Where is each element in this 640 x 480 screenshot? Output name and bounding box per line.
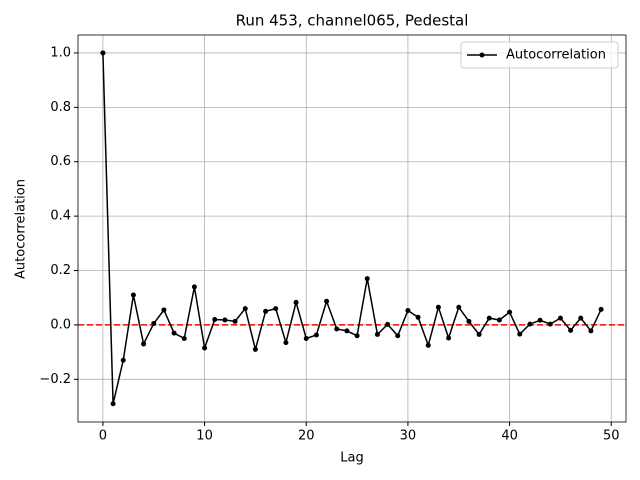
data-point [517, 331, 523, 337]
legend-label: Autocorrelation [506, 48, 606, 63]
data-line [102, 52, 602, 404]
data-point [385, 321, 391, 327]
data-point [547, 321, 553, 327]
data-point [466, 318, 472, 324]
data-point [263, 308, 269, 314]
data-point [344, 328, 350, 334]
data-point [364, 276, 370, 282]
data-point [252, 346, 258, 352]
y-tick-label: 0.6 [50, 154, 71, 169]
data-point [100, 50, 106, 56]
x-axis-label: Lag [340, 451, 363, 466]
y-tick-label: −0.2 [39, 372, 71, 387]
x-tick-label: 50 [603, 429, 620, 444]
data-point [181, 336, 187, 342]
data-point [425, 342, 431, 348]
y-tick-label: 0.2 [50, 263, 71, 278]
data-point [435, 304, 441, 310]
data-point [507, 309, 513, 315]
x-tick-label: 10 [196, 429, 213, 444]
data-point [222, 317, 228, 323]
data-point [110, 401, 116, 407]
data-point [161, 307, 167, 313]
chart-title: Run 453, channel065, Pedestal [236, 12, 469, 30]
y-tick-label: 0.0 [50, 317, 71, 332]
data-point [557, 315, 563, 321]
y-tick-label: 1.0 [50, 45, 71, 60]
data-point [598, 306, 604, 312]
legend-box [460, 41, 619, 69]
data-point [456, 304, 462, 310]
data-point [242, 306, 248, 312]
data-point [334, 326, 340, 332]
data-point [486, 315, 492, 321]
data-point [303, 336, 309, 342]
data-point [141, 341, 147, 347]
data-point [313, 332, 319, 338]
data-point [191, 284, 197, 290]
x-tick-label: 30 [400, 429, 417, 444]
data-point [415, 314, 421, 320]
plot-frame [77, 34, 627, 423]
x-tick-label: 0 [99, 429, 107, 444]
data-point [496, 317, 502, 323]
data-point [446, 335, 452, 341]
data-point [130, 292, 136, 298]
data-point [151, 321, 157, 327]
x-tick-label: 20 [298, 429, 315, 444]
data-point [120, 357, 126, 363]
data-point [202, 345, 208, 351]
y-axis-label: Autocorrelation [14, 179, 29, 279]
data-point [588, 328, 594, 334]
data-point [527, 321, 533, 327]
data-point [212, 316, 218, 322]
data-point [293, 299, 299, 305]
data-point [578, 315, 584, 321]
data-point [283, 340, 289, 346]
data-point [273, 306, 279, 312]
data-point [171, 330, 177, 336]
data-point [324, 298, 330, 304]
data-point [537, 317, 543, 323]
data-point [395, 333, 401, 339]
x-tick-label: 40 [501, 429, 518, 444]
data-point [374, 331, 380, 337]
y-tick-label: 0.8 [50, 100, 71, 115]
data-point [476, 331, 482, 337]
legend-marker [479, 52, 485, 58]
data-point [405, 307, 411, 313]
data-point [232, 318, 238, 324]
y-tick-label: 0.4 [50, 209, 71, 224]
data-point [568, 327, 574, 333]
data-point [354, 333, 360, 339]
